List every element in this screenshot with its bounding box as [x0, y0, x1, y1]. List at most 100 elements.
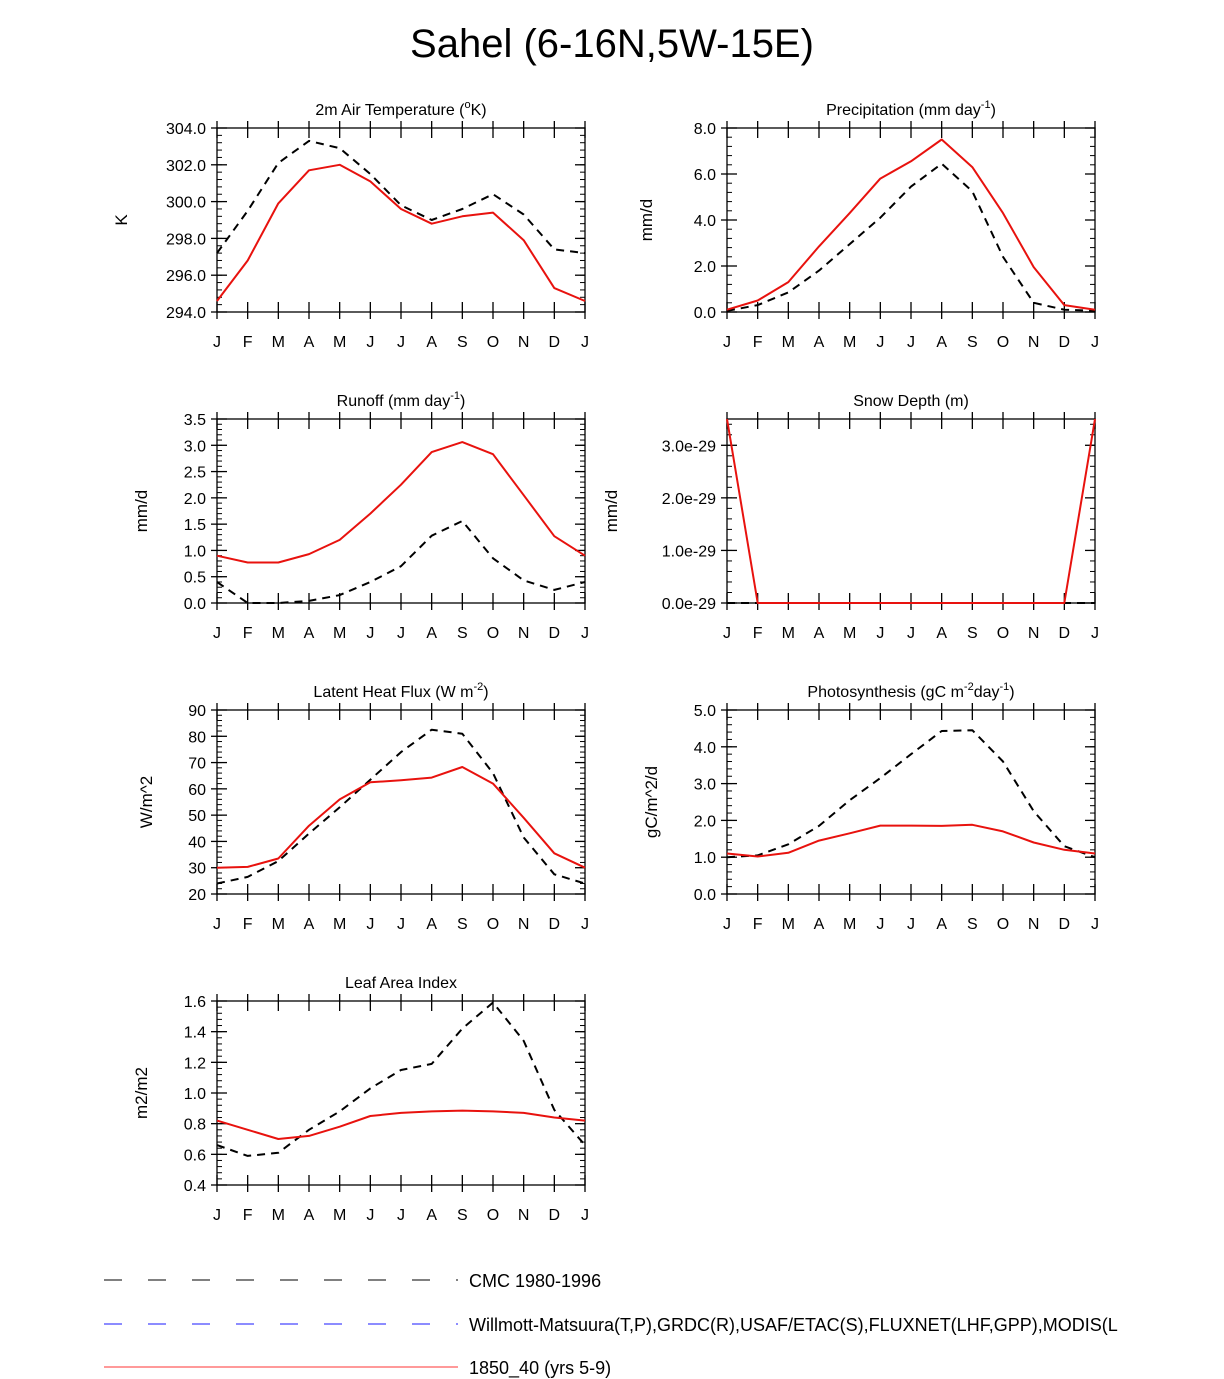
x-tick-label: S — [967, 334, 978, 351]
x-tick-label: J — [581, 625, 589, 642]
series-line-cmc — [726, 162, 1096, 312]
y-axis-label: mm/d — [132, 490, 151, 533]
legend-label: CMC 1980-1996 — [469, 1271, 601, 1291]
x-tick-label: M — [782, 334, 795, 351]
y-tick-label: 1.2 — [184, 1055, 206, 1072]
y-tick-label: 0.5 — [184, 570, 206, 587]
y-tick-label: 2.0 — [694, 813, 716, 830]
y-tick-label: 1.0 — [184, 543, 206, 560]
chart-panel: 0.0 2.0 4.0 6.0 8.0 J F M A M J J A S O N D J Precipitatio… — [637, 99, 1099, 351]
series-line-cmc — [216, 139, 586, 255]
x-tick-label: A — [426, 1207, 437, 1224]
chart-panel: 294.0 296.0 298.0 300.0 302.0 304.0 J F M A M J J A S O… — [112, 99, 589, 351]
x-tick-label: D — [1059, 625, 1071, 642]
x-tick-label: J — [723, 916, 731, 933]
y-axis-label: gC/m^2/d — [642, 766, 661, 838]
x-tick-label: J — [581, 916, 589, 933]
chart-panel: 0.4 0.6 0.8 1.0 1.2 1.4 1.6 J F M A M J J A S O N D J Leaf A… — [132, 975, 589, 1224]
x-tick-label: M — [272, 625, 285, 642]
x-tick-label: J — [1091, 334, 1099, 351]
x-tick-label: F — [243, 334, 253, 351]
x-tick-label: J — [907, 334, 915, 351]
x-tick-label: S — [457, 1207, 468, 1224]
panel-title: Latent Heat Flux (W m-2) — [313, 681, 488, 701]
y-tick-label: 50 — [188, 808, 206, 825]
x-tick-label: F — [243, 916, 253, 933]
x-tick-label: J — [1091, 916, 1099, 933]
x-tick-label: N — [518, 1207, 530, 1224]
x-tick-label: J — [397, 334, 405, 351]
y-tick-label: 298.0 — [166, 231, 206, 248]
y-axis-label: mm/d — [602, 490, 621, 533]
y-tick-label: 294.0 — [166, 305, 206, 322]
x-tick-label: A — [304, 334, 315, 351]
panel-title: 2m Air Temperature (oK) — [315, 99, 486, 119]
series-line-model — [726, 138, 1096, 311]
panel-title: Leaf Area Index — [345, 975, 457, 992]
legend-item: 1850_40 (yrs 5-9) — [104, 1358, 611, 1379]
x-tick-label: N — [1028, 916, 1040, 933]
x-tick-label: J — [907, 916, 915, 933]
x-tick-label: A — [814, 916, 825, 933]
series-line-model — [216, 1109, 586, 1140]
x-tick-label: J — [876, 625, 884, 642]
legend-label: Willmott-Matsuura(T,P),GRDC(R),USAF/ETAC… — [469, 1315, 1118, 1335]
x-tick-label: M — [782, 625, 795, 642]
y-tick-label: 0.0 — [184, 596, 206, 613]
x-tick-label: O — [997, 916, 1009, 933]
page-title: Sahel (6-16N,5W-15E) — [410, 22, 814, 66]
x-tick-label: O — [487, 1207, 499, 1224]
x-tick-label: J — [213, 625, 221, 642]
x-tick-label: J — [1091, 625, 1099, 642]
x-tick-label: M — [333, 625, 346, 642]
x-tick-label: M — [272, 334, 285, 351]
y-tick-label: 20 — [188, 887, 206, 904]
x-tick-label: O — [997, 625, 1009, 642]
x-tick-label: J — [366, 916, 374, 933]
x-tick-label: A — [936, 334, 947, 351]
y-tick-label: 3.5 — [184, 412, 206, 429]
x-tick-label: J — [907, 625, 915, 642]
x-tick-label: D — [549, 916, 561, 933]
x-tick-label: M — [272, 916, 285, 933]
series-line-cmc — [726, 729, 1096, 859]
y-axis-label: m2/m2 — [132, 1067, 151, 1119]
y-axis-label: mm/d — [637, 199, 656, 242]
y-tick-label: 2.5 — [184, 465, 206, 482]
x-tick-label: M — [843, 916, 856, 933]
x-tick-label: M — [782, 916, 795, 933]
y-tick-label: 1.6 — [184, 994, 206, 1011]
x-tick-label: A — [426, 916, 437, 933]
plot-frame — [216, 709, 586, 895]
legend-label: 1850_40 (yrs 5-9) — [469, 1358, 611, 1379]
plot-frame — [726, 709, 1096, 895]
y-tick-label: 1.4 — [184, 1025, 206, 1042]
y-tick-label: 1.0 — [694, 850, 716, 867]
x-tick-label: A — [426, 625, 437, 642]
x-tick-label: J — [397, 916, 405, 933]
y-tick-label: 1.0e-29 — [662, 543, 716, 560]
x-tick-label: A — [426, 334, 437, 351]
panel-title: Photosynthesis (gC m-2day-1) — [807, 681, 1014, 701]
x-tick-label: S — [967, 625, 978, 642]
y-tick-label: 304.0 — [166, 121, 206, 138]
x-tick-label: D — [1059, 334, 1071, 351]
x-tick-label: J — [876, 334, 884, 351]
x-tick-label: J — [366, 1207, 374, 1224]
y-tick-label: 80 — [188, 729, 206, 746]
y-axis-label: W/m^2 — [137, 776, 156, 828]
y-tick-label: 3.0 — [694, 777, 716, 794]
legend-item: CMC 1980-1996 — [104, 1271, 601, 1291]
x-tick-label: J — [723, 625, 731, 642]
y-tick-label: 3.0 — [184, 438, 206, 455]
x-tick-label: F — [753, 625, 763, 642]
x-tick-label: J — [366, 625, 374, 642]
x-tick-label: J — [581, 1207, 589, 1224]
y-tick-label: 0.0e-29 — [662, 596, 716, 613]
plot-frame — [216, 418, 586, 604]
x-tick-label: D — [549, 334, 561, 351]
y-tick-label: 3.0e-29 — [662, 438, 716, 455]
x-tick-label: O — [487, 916, 499, 933]
series-line-model — [726, 418, 1096, 604]
x-tick-label: J — [366, 334, 374, 351]
